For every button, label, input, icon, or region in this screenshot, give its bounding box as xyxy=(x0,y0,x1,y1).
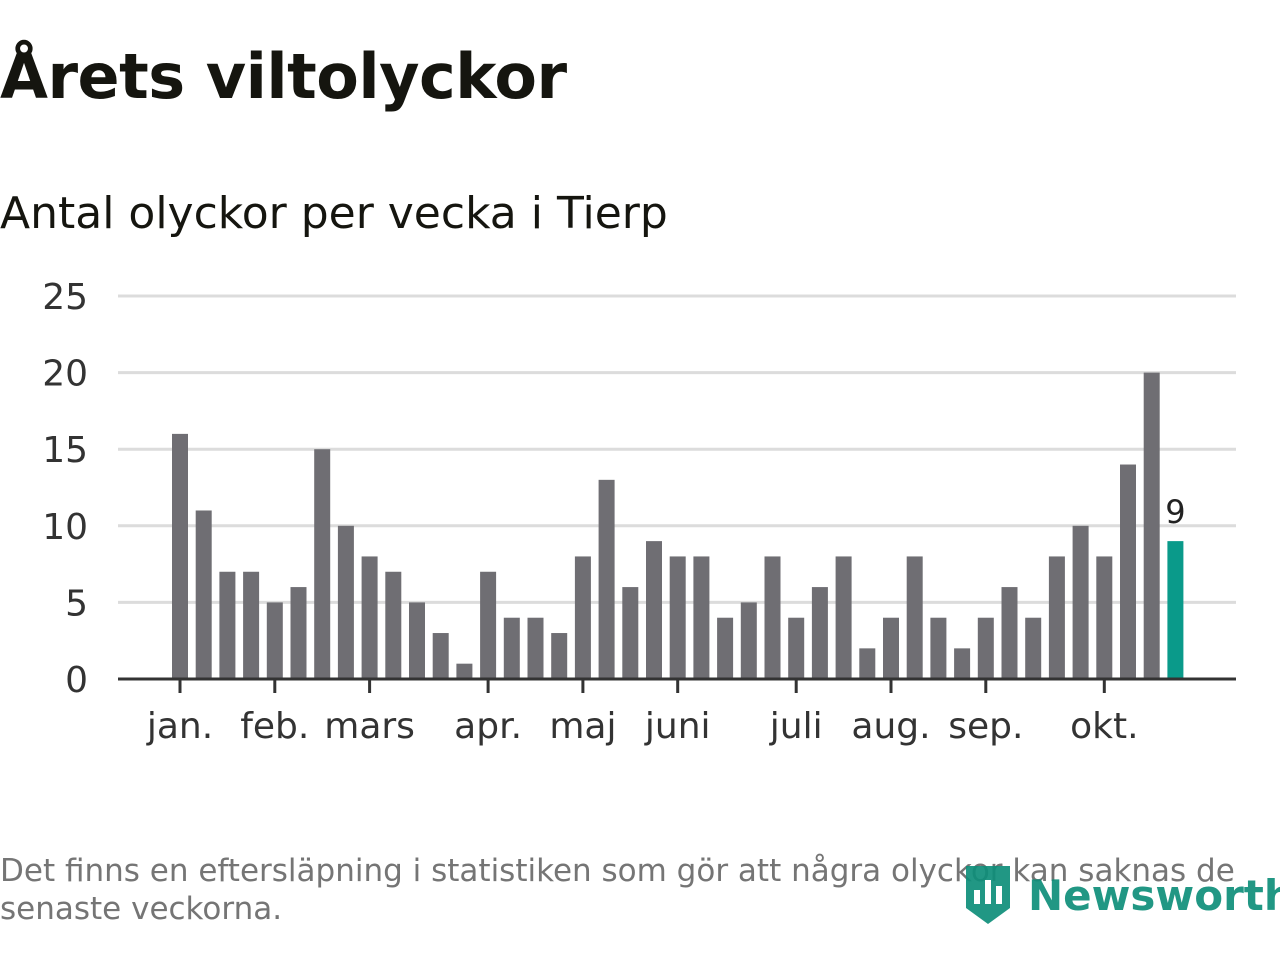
bar-week-29 xyxy=(835,556,852,679)
bar-week-3 xyxy=(219,571,236,679)
bar-week-41 xyxy=(1120,464,1136,679)
bar-week-11 xyxy=(409,602,425,679)
y-tick-label-25: 25 xyxy=(42,277,88,318)
bar-week-8 xyxy=(337,525,354,679)
bar-chart: 0 5 10 15 20 25 jan. feb. mars apr. maj juni juli au… xyxy=(42,277,1236,747)
bar-week-4 xyxy=(243,571,260,679)
y-tick-label-10: 10 xyxy=(42,507,88,548)
bar-week-12 xyxy=(432,633,449,679)
bar-week-35 xyxy=(977,617,994,679)
bar-week-39 xyxy=(1072,525,1089,679)
footnote: Det finns en eftersläpning i statistiken… xyxy=(0,853,1235,927)
bar-highlighted xyxy=(1167,541,1184,679)
bar-week-13 xyxy=(456,663,473,679)
bar-week-20 xyxy=(622,587,639,679)
newsworthy-logo-text: Newsworthy xyxy=(1028,870,1280,920)
x-tick-label: juli xyxy=(769,706,823,747)
x-tick-label: feb. xyxy=(240,706,309,747)
bar-week-9 xyxy=(361,556,378,679)
bar-week-7 xyxy=(314,449,331,679)
chart-subtitle: Antal olyckor per vecka i Tierp xyxy=(0,188,668,239)
y-axis-ticks: 0 5 10 15 20 25 xyxy=(42,277,88,701)
y-tick-label-5: 5 xyxy=(65,583,88,624)
bar-week-17 xyxy=(551,633,568,679)
bar-week-21 xyxy=(646,541,662,679)
x-tick-label: aug. xyxy=(851,706,930,747)
x-tick-label: maj xyxy=(549,706,616,747)
bar-week-26 xyxy=(764,556,781,679)
x-tick-label: apr. xyxy=(454,706,522,747)
bar-week-42 xyxy=(1143,372,1160,679)
x-tick-label: sep. xyxy=(948,706,1023,747)
x-axis-ticks: jan. feb. mars apr. maj juni juli aug. sep. okt. xyxy=(146,679,1139,747)
bar-week-31 xyxy=(883,617,899,679)
bar-week-1 xyxy=(172,433,188,679)
bar-week-2 xyxy=(195,510,212,679)
y-tick-label-0: 0 xyxy=(65,660,88,701)
bar-week-14 xyxy=(480,571,497,679)
chart-title: Årets viltolyckor xyxy=(0,40,567,113)
bar-week-40 xyxy=(1096,556,1113,679)
bar-week-32 xyxy=(906,556,923,679)
bar-week-16 xyxy=(527,617,544,679)
x-tick-label: juni xyxy=(644,706,711,747)
bar-week-23 xyxy=(693,556,710,679)
bar-week-18 xyxy=(574,556,591,679)
bars xyxy=(172,372,1184,679)
y-tick-label-20: 20 xyxy=(42,354,88,395)
bar-week-36 xyxy=(1001,587,1018,679)
bar-week-34 xyxy=(954,648,971,679)
bar-week-30 xyxy=(859,648,876,679)
bar-week-28 xyxy=(811,587,828,679)
y-tick-label-15: 15 xyxy=(42,430,88,471)
bar-week-33 xyxy=(930,617,947,679)
bar-week-37 xyxy=(1025,617,1042,679)
bar-week-5 xyxy=(266,602,283,679)
x-tick-label: jan. xyxy=(146,706,213,747)
bar-week-27 xyxy=(788,617,805,679)
newsworthy-logo: Newsworthy xyxy=(962,860,1280,930)
bar-week-25 xyxy=(740,602,757,679)
bar-week-19 xyxy=(598,479,615,679)
highlight-value-label: 9 xyxy=(1165,493,1185,531)
bar-week-38 xyxy=(1048,556,1065,679)
x-tick-label: mars xyxy=(324,706,415,747)
bar-week-6 xyxy=(290,587,307,679)
newsworthy-logo-icon xyxy=(966,866,1010,924)
bar-week-10 xyxy=(385,571,402,679)
x-tick-label: okt. xyxy=(1070,706,1138,747)
data-labels: 9 xyxy=(1165,493,1185,531)
bar-week-22 xyxy=(669,556,686,679)
bar-week-24 xyxy=(717,617,734,679)
bar-week-15 xyxy=(503,617,520,679)
